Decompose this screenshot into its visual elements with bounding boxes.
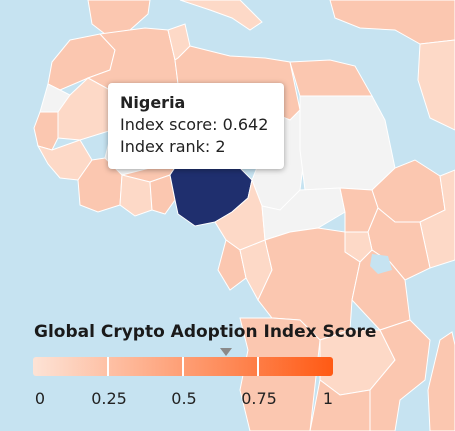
country-senegal[interactable]: [33, 111, 59, 151]
legend-tick-line: [257, 357, 259, 376]
country-ghana[interactable]: [119, 174, 153, 217]
legend-tick-line: [182, 357, 184, 376]
country-italy[interactable]: [179, 0, 263, 31]
tooltip-index-rank: Index rank: 2: [120, 137, 226, 156]
legend-tick-line: [107, 357, 109, 376]
legend-label-0: 0: [34, 389, 46, 408]
country-middle-east[interactable]: [417, 39, 455, 131]
legend-label-0-5: 0.5: [171, 389, 197, 408]
country-togo-benin[interactable]: [149, 174, 176, 215]
country-tooltip: Nigeria Index score: 0.642 Index rank: 2: [108, 83, 284, 169]
country-greece-turkey[interactable]: [329, 0, 455, 45]
legend-label-1: 1: [322, 389, 334, 408]
country-gabon[interactable]: [217, 239, 247, 291]
country-madagascar[interactable]: [427, 331, 455, 431]
country-mozambique[interactable]: [369, 319, 431, 431]
country-zimbabwe[interactable]: [309, 379, 371, 431]
tooltip-index-score: Index score: 0.642: [120, 115, 269, 134]
country-dr-congo[interactable]: [257, 227, 361, 341]
legend-title: Global Crypto Adoption Index Score: [34, 322, 377, 342]
legend-label-0-75: 0.75: [241, 389, 277, 408]
tooltip-country-name: Nigeria: [120, 93, 186, 112]
lake-victoria: [370, 254, 392, 274]
legend-value-marker: [219, 348, 232, 356]
legend-label-0-25: 0.25: [91, 389, 127, 408]
country-tanzania[interactable]: [351, 249, 411, 331]
